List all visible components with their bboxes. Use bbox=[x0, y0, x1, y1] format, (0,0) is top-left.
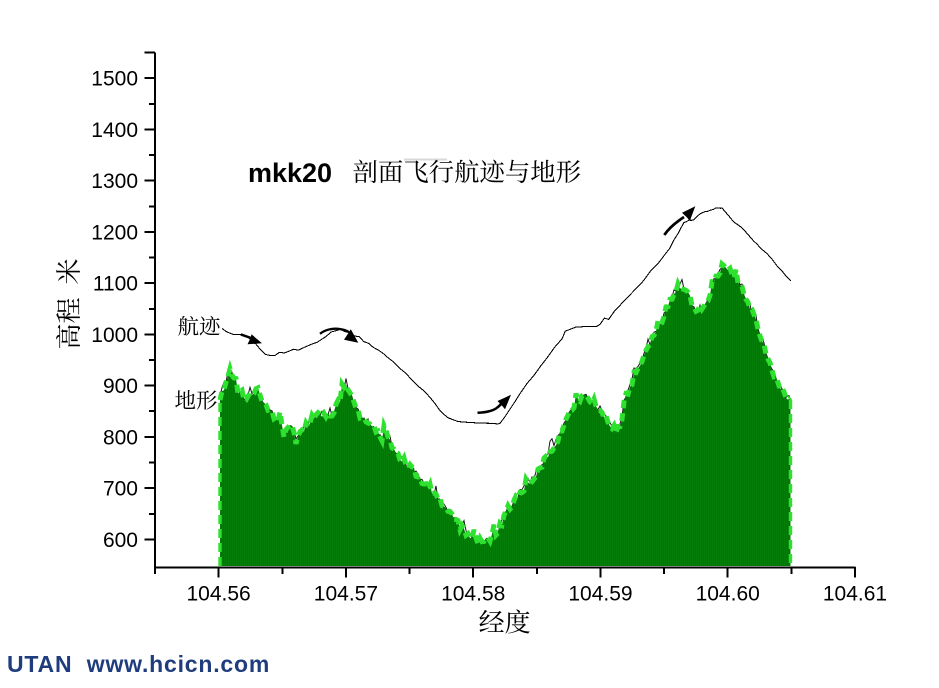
svg-text:1400: 1400 bbox=[91, 119, 138, 142]
svg-text:1300: 1300 bbox=[91, 170, 138, 193]
svg-text:1200: 1200 bbox=[91, 221, 138, 244]
svg-text:104.57: 104.57 bbox=[314, 583, 378, 606]
svg-text:1000: 1000 bbox=[91, 324, 138, 347]
svg-text:800: 800 bbox=[103, 426, 138, 449]
svg-text:104.59: 104.59 bbox=[568, 583, 632, 606]
svg-text:1500: 1500 bbox=[91, 68, 138, 91]
svg-text:700: 700 bbox=[103, 478, 138, 501]
svg-text:900: 900 bbox=[103, 375, 138, 398]
svg-text:1100: 1100 bbox=[93, 273, 138, 296]
svg-text:104.58: 104.58 bbox=[441, 583, 505, 606]
svg-text:104.60: 104.60 bbox=[696, 583, 760, 606]
svg-text:104.56: 104.56 bbox=[186, 583, 250, 606]
svg-text:UTAN www.hcicn.com: UTAN www.hcicn.com bbox=[7, 651, 270, 677]
svg-text:104.61: 104.61 bbox=[823, 583, 887, 606]
svg-text:600: 600 bbox=[103, 529, 138, 552]
svg-text:mkk20: mkk20 bbox=[248, 158, 332, 188]
